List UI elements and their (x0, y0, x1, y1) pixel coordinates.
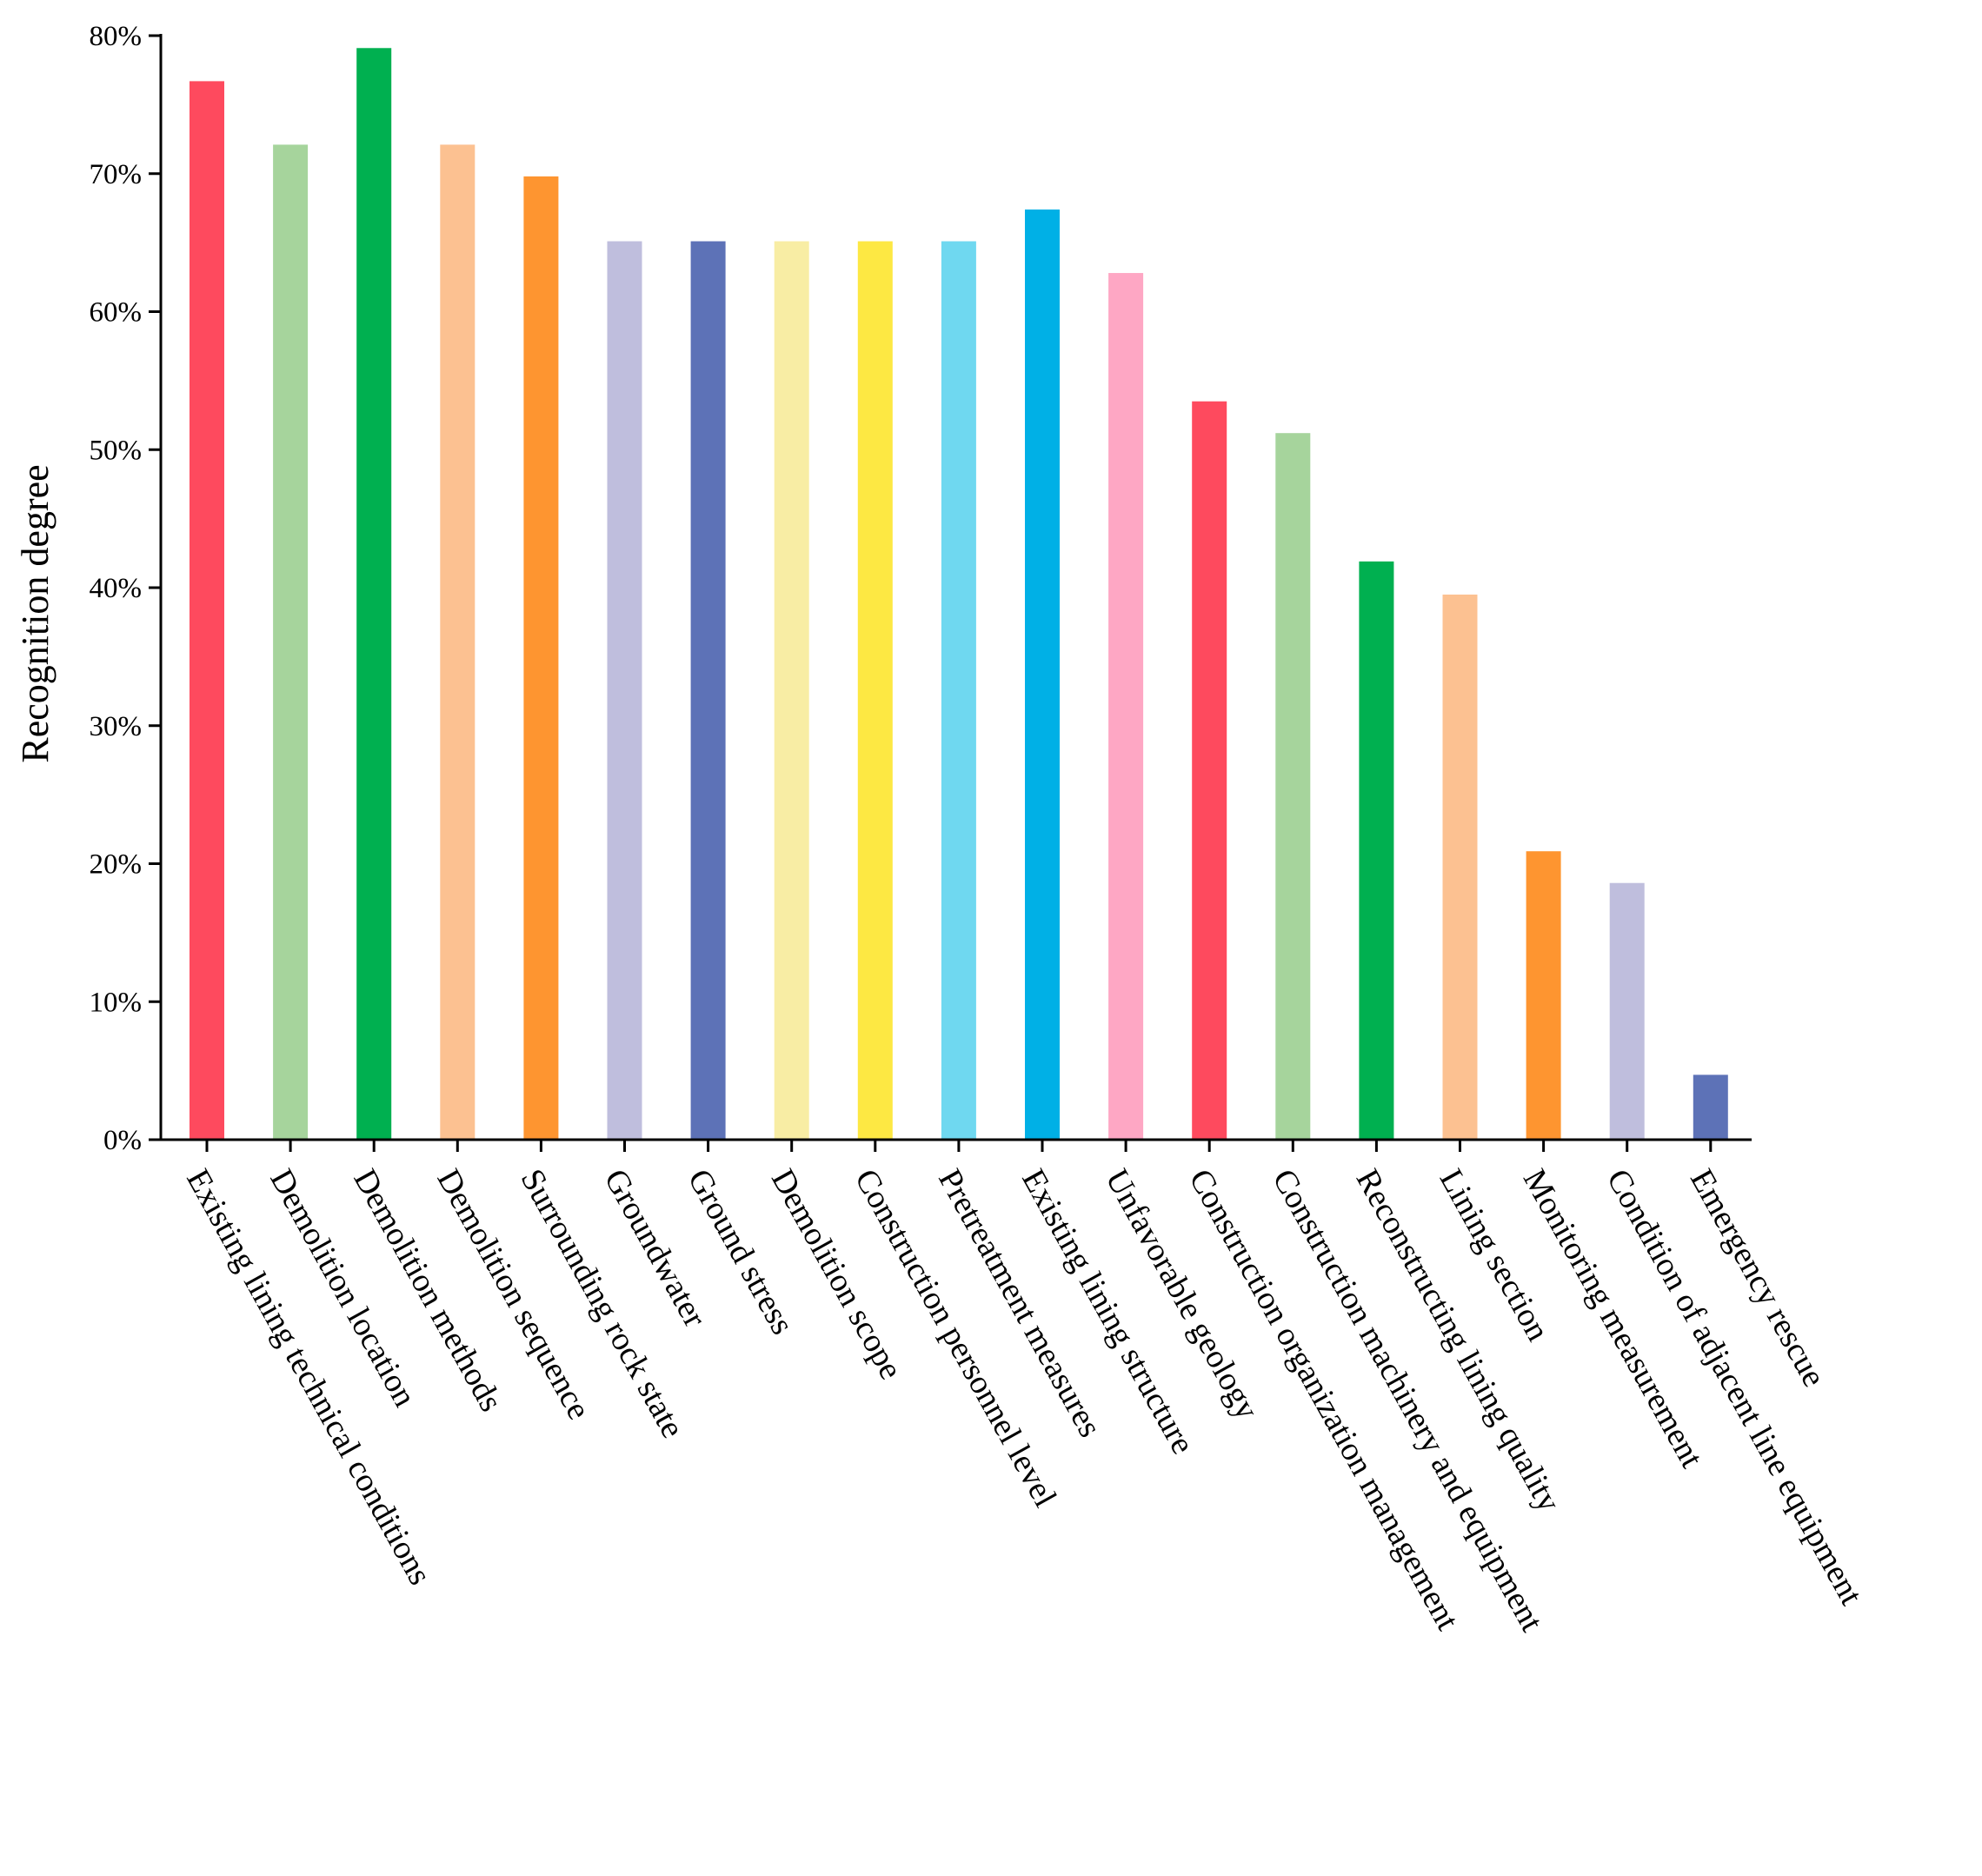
bars (190, 48, 1728, 1141)
bar (857, 241, 893, 1141)
bar (1192, 401, 1227, 1140)
y-axis-title: Recognition degree (14, 464, 57, 762)
y-tick-label: 70% (90, 159, 143, 190)
bar (1693, 1074, 1728, 1140)
bar (523, 176, 559, 1140)
y-tick-label: 60% (90, 297, 143, 329)
y-tick-label: 40% (90, 573, 143, 604)
bar (941, 241, 976, 1141)
category-label: Demolition methods (346, 1163, 509, 1418)
y-tick-label: 80% (90, 21, 143, 52)
bar (1526, 851, 1561, 1140)
category-label: Unfavorable geology (1098, 1163, 1266, 1426)
bar (1025, 210, 1060, 1140)
y-tick-label: 10% (90, 987, 143, 1018)
y-tick-label: 50% (90, 435, 143, 466)
bar (1108, 273, 1144, 1140)
bar (1275, 433, 1311, 1140)
category-labels: Existing lining technical conditionsDemo… (179, 1163, 1870, 1638)
bar (1442, 594, 1478, 1140)
bar (1359, 561, 1394, 1140)
bar (273, 144, 309, 1141)
bar (356, 48, 392, 1141)
bar (774, 241, 809, 1141)
bar (690, 241, 726, 1141)
category-label: Demolition sequence (429, 1163, 597, 1426)
y-axis-ticks: 0% 10% 20% 30% 40% 50% 60% 70% 80% (90, 21, 161, 1156)
y-tick-label: 0% (103, 1125, 142, 1156)
bar (440, 144, 476, 1141)
x-axis-ticks (205, 1140, 1713, 1152)
bar (1609, 882, 1645, 1140)
bar (607, 241, 642, 1141)
y-tick-label: 30% (90, 711, 143, 742)
bar (190, 81, 224, 1141)
y-tick-label: 20% (90, 849, 143, 881)
